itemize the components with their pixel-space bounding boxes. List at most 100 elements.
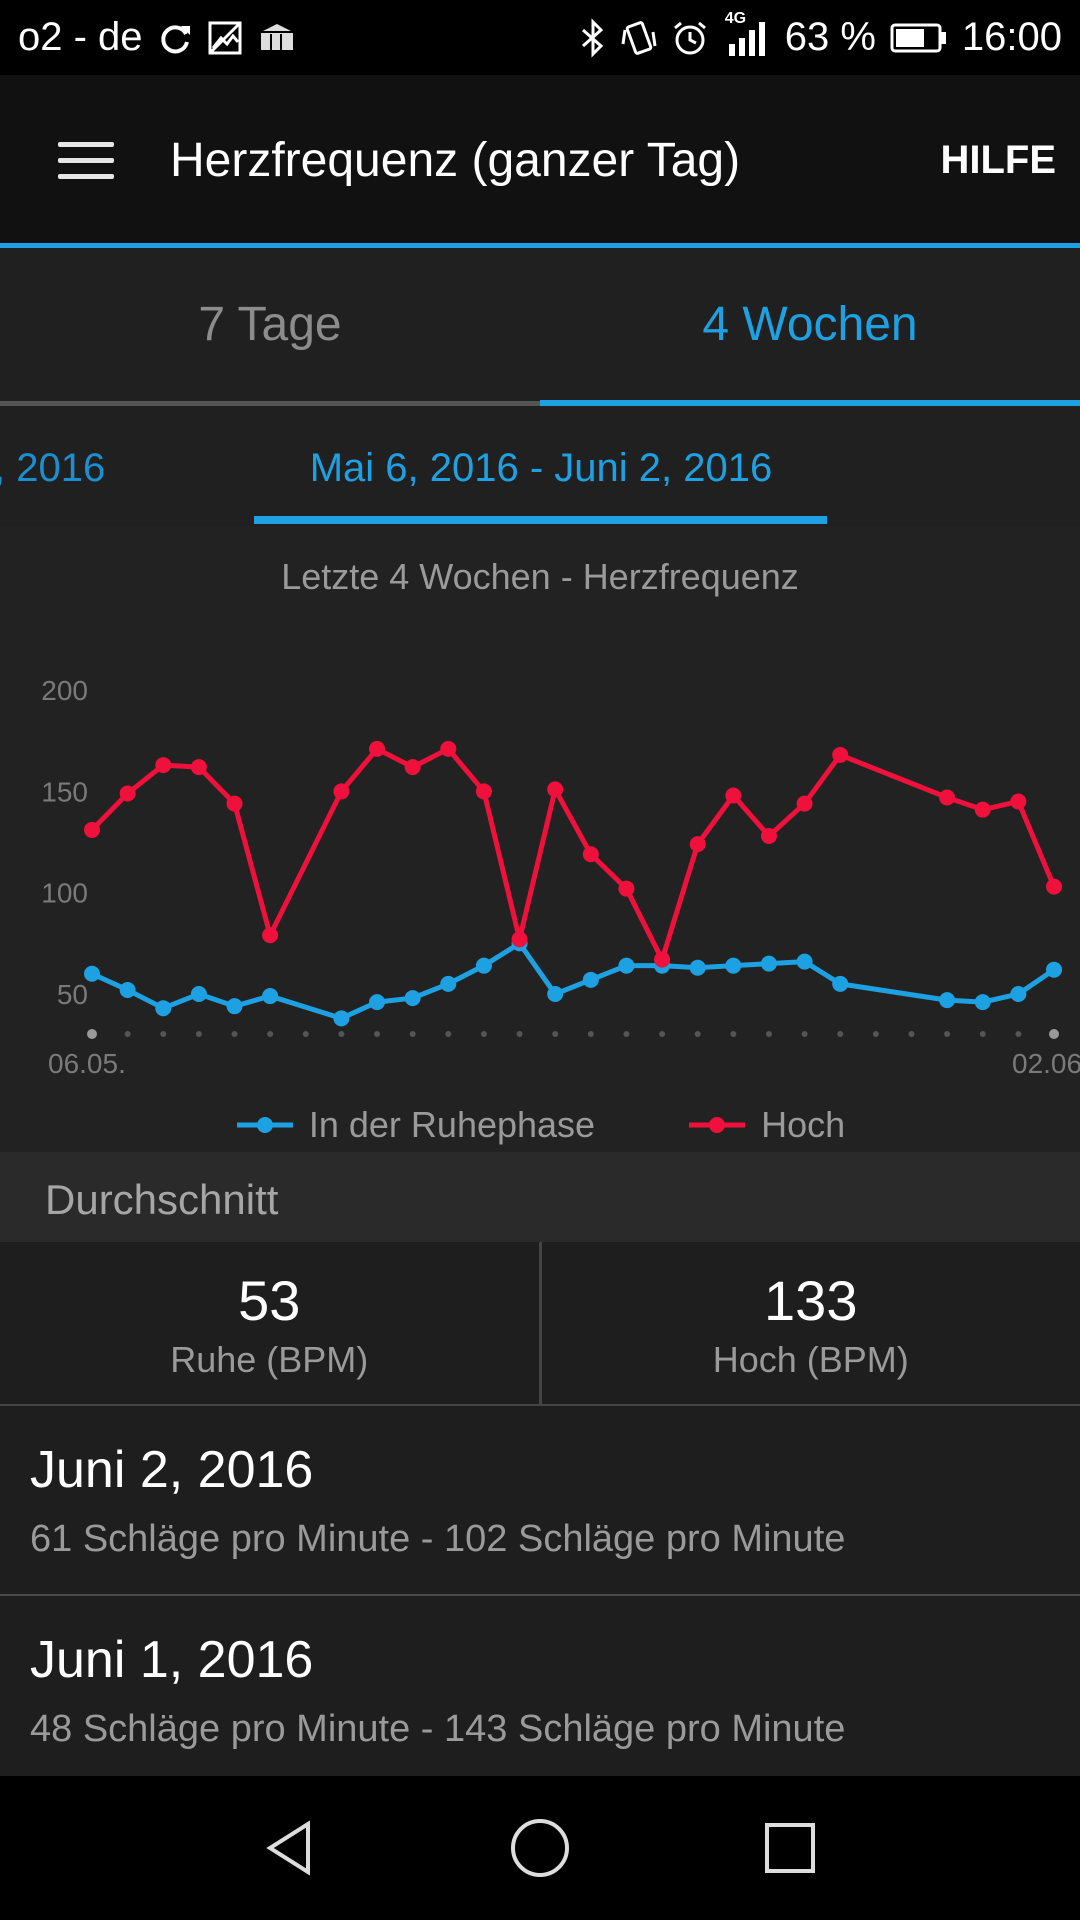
high-data-point — [404, 759, 421, 776]
rest-data-point — [1010, 986, 1027, 1003]
legend-rest-label: In der Ruhephase — [308, 1104, 596, 1145]
rest-average-label: Ruhe (BPM) — [170, 1339, 369, 1380]
network-type-label: 4G — [724, 9, 747, 27]
status-bar-right: 4G 63 % 16:00 — [579, 10, 1062, 60]
rest-data-point — [1046, 961, 1062, 978]
rest-data-point — [333, 1010, 350, 1027]
rest-data-point — [475, 957, 492, 974]
x-axis-dot — [623, 1031, 630, 1037]
previous-range[interactable]: , 2016 — [0, 446, 106, 490]
high-data-point — [582, 846, 599, 863]
help-button[interactable]: HILFE — [940, 137, 1056, 182]
x-axis-dot — [730, 1031, 737, 1037]
current-range[interactable]: Mai 6, 2016 - Juni 2, 2016 — [309, 446, 773, 490]
rest-data-point — [939, 992, 956, 1009]
rest-data-point — [832, 975, 849, 992]
high-series-line — [90, 746, 1057, 963]
high-data-point — [190, 759, 207, 776]
high-data-point — [1046, 878, 1062, 895]
vibrate-icon — [621, 18, 657, 58]
rest-average: 53 Ruhe (BPM) — [0, 1242, 539, 1404]
recents-icon[interactable] — [745, 1803, 835, 1893]
rest-data-point — [689, 959, 706, 976]
status-bar-left: o2 - de — [18, 15, 297, 60]
high-data-point — [547, 781, 564, 798]
high-data-point — [832, 746, 849, 763]
high-data-point — [796, 795, 813, 812]
rest-data-point — [974, 994, 991, 1011]
day-date: Juni 2, 2016 — [30, 1441, 314, 1499]
rest-data-point — [190, 986, 207, 1003]
chart-canvas: 50 100 150 200 06.05. 02.06. — [41, 675, 1080, 1079]
high-data-point — [119, 785, 136, 802]
rest-data-point — [582, 971, 599, 988]
x-axis-dot — [801, 1031, 808, 1037]
x-axis-dot — [267, 1031, 274, 1037]
heart-rate-chart: Letzte 4 Wochen - Herzfrequenz 50 100 150 2… — [0, 526, 1080, 1152]
high-data-point — [369, 740, 386, 757]
battery-icon — [890, 22, 948, 54]
x-axis-dot — [516, 1031, 523, 1037]
list-item[interactable]: Juni 2, 2016 61 Schläge pro Minute - 102… — [0, 1406, 1080, 1596]
x-axis-dot — [195, 1031, 202, 1037]
x-axis-dot — [338, 1031, 345, 1037]
chart-legend: In der Ruhephase Hoch — [0, 1104, 1080, 1146]
day-range: 48 Schläge pro Minute - 143 Schläge pro … — [30, 1708, 846, 1750]
high-data-point — [226, 795, 243, 812]
back-icon[interactable] — [245, 1803, 335, 1893]
store-icon — [257, 20, 297, 56]
high-average: 133 Hoch (BPM) — [538, 1242, 1080, 1404]
x-axis-dot — [231, 1031, 238, 1037]
high-data-point — [511, 931, 528, 948]
x-axis-dot — [1049, 1029, 1059, 1039]
average-stats: 53 Ruhe (BPM) 133 Hoch (BPM) — [0, 1242, 1080, 1406]
x-axis-dot — [837, 1031, 844, 1037]
x-axis-dot — [124, 1031, 131, 1037]
rest-average-value: 53 — [238, 1269, 301, 1332]
page-title: Herzfrequenz (ganzer Tag) — [170, 133, 741, 187]
rest-data-point — [760, 955, 777, 972]
rest-data-point — [796, 953, 813, 970]
high-data-point — [333, 783, 350, 800]
bluetooth-icon — [579, 17, 607, 58]
tab-7-tage[interactable]: 7 Tage — [0, 248, 540, 406]
day-date: Juni 1, 2016 — [30, 1631, 314, 1689]
x-axis-dot — [445, 1031, 452, 1037]
period-tabs: 7 Tage 4 Wochen — [0, 248, 1080, 406]
x-axis-dot — [374, 1031, 381, 1037]
tab-4-wochen[interactable]: 4 Wochen — [540, 248, 1080, 406]
carrier-label: o2 - de — [18, 15, 143, 59]
high-data-point — [939, 789, 956, 806]
day-range: 61 Schläge pro Minute - 102 Schläge pro … — [30, 1518, 846, 1560]
high-data-point — [155, 757, 172, 774]
rest-data-point — [226, 998, 243, 1015]
high-data-point — [475, 783, 492, 800]
rest-data-point — [440, 975, 457, 992]
x-tick-label: 06.05. — [48, 1048, 126, 1079]
home-icon[interactable] — [495, 1803, 585, 1893]
average-header-label: Durchschnitt — [45, 1176, 279, 1223]
high-data-point — [760, 827, 777, 844]
rest-data-point — [725, 957, 742, 974]
x-tick-label: 02.06. — [1012, 1048, 1080, 1079]
chart-title: Letzte 4 Wochen - Herzfrequenz — [281, 556, 799, 597]
hamburger-menu-icon[interactable] — [26, 100, 146, 220]
y-tick-label: 100 — [41, 878, 88, 909]
high-data-point — [689, 836, 706, 853]
clock: 16:00 — [961, 15, 1062, 59]
x-axis-dot — [587, 1031, 594, 1037]
app-bar: Herzfrequenz (ganzer Tag) HILFE — [0, 75, 1080, 245]
x-axis-dot — [908, 1031, 915, 1037]
x-axis-dot — [765, 1031, 772, 1037]
alarm-icon — [671, 19, 709, 57]
high-data-point — [440, 740, 457, 757]
legend-item-rest: In der Ruhephase — [235, 1104, 595, 1146]
average-header: Durchschnitt — [0, 1152, 1080, 1242]
legend-item-high: Hoch — [687, 1104, 845, 1146]
rest-data-point — [369, 994, 386, 1011]
legend-high-label: Hoch — [761, 1104, 846, 1145]
high-data-point — [618, 880, 635, 897]
image-icon — [207, 20, 243, 56]
list-item[interactable]: Juni 1, 2016 48 Schläge pro Minute - 143… — [0, 1596, 1080, 1776]
y-tick-label: 50 — [57, 979, 88, 1010]
